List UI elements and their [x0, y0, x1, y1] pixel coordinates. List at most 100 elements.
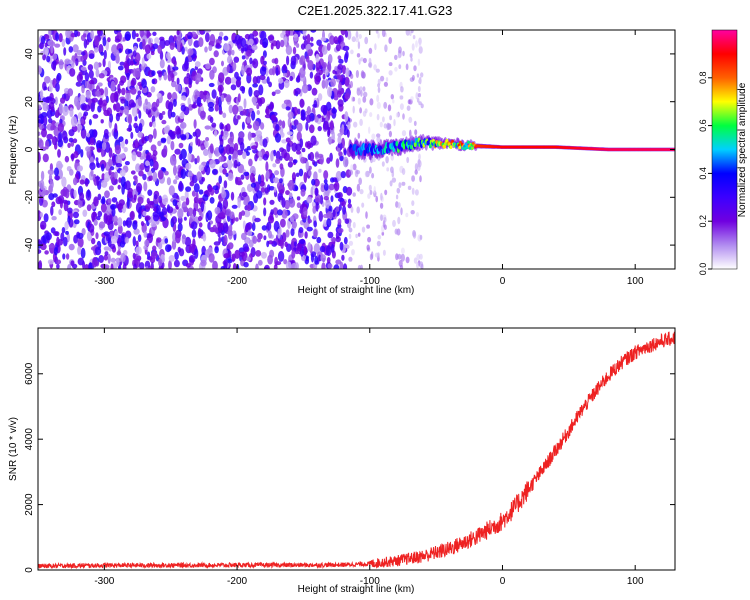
noise-cell: [417, 159, 422, 168]
noise-cell: [50, 41, 56, 46]
noise-cell: [298, 168, 304, 177]
noise-cell: [223, 162, 228, 168]
noise-cell: [204, 46, 208, 53]
noise-cell: [194, 94, 198, 100]
noise-cell: [90, 102, 95, 113]
noise-cell: [236, 180, 243, 186]
noise-cell: [123, 146, 128, 153]
noise-cell: [376, 113, 380, 121]
spectrogram-y-label: Frequency (Hz): [8, 116, 19, 185]
noise-cell: [299, 55, 306, 65]
noise-cell: [340, 171, 346, 179]
noise-cell: [45, 140, 50, 150]
noise-cell: [161, 111, 166, 115]
noise-cell: [43, 213, 49, 223]
noise-cell: [296, 43, 300, 48]
noise-cell: [387, 104, 392, 112]
noise-cell: [380, 192, 383, 201]
noise-cell: [355, 30, 359, 39]
noise-cell: [275, 40, 281, 50]
noise-cell: [319, 194, 324, 205]
noise-cell: [416, 73, 420, 78]
noise-cell: [382, 116, 385, 123]
noise-cell: [280, 132, 285, 138]
noise-cell: [80, 247, 86, 259]
noise-cell: [323, 182, 329, 191]
noise-cell: [243, 98, 247, 109]
noise-cell: [252, 120, 260, 131]
noise-cell: [234, 249, 240, 259]
noise-cell: [111, 197, 118, 203]
noise-cell: [70, 116, 78, 127]
noise-cell: [65, 230, 69, 235]
x-tick-label: 100: [627, 576, 644, 587]
noise-cell: [166, 52, 171, 60]
noise-cell: [208, 106, 214, 112]
noise-cell: [38, 139, 44, 149]
noise-cell: [165, 244, 172, 253]
noise-cell: [136, 37, 141, 42]
colorbar-gradient: [711, 29, 738, 270]
noise-cell: [222, 198, 229, 210]
noise-cell: [270, 209, 274, 216]
noise-cell: [223, 234, 228, 246]
noise-cell: [417, 93, 421, 98]
noise-cell: [197, 227, 202, 239]
noise-cell: [308, 170, 312, 177]
noise-cell: [64, 155, 70, 163]
noise-cell: [40, 89, 44, 99]
noise-cell: [69, 107, 74, 118]
noise-cell: [296, 242, 303, 252]
noise-cell: [58, 131, 63, 143]
noise-cell: [224, 76, 232, 85]
noise-cell: [87, 64, 94, 71]
noise-cell: [306, 196, 313, 204]
noise-cell: [317, 93, 323, 101]
noise-cell: [81, 51, 86, 56]
noise-cell: [111, 152, 116, 164]
noise-cell: [369, 166, 372, 174]
noise-cell: [121, 233, 125, 245]
noise-cell: [58, 209, 62, 216]
noise-cell: [272, 163, 277, 168]
noise-cell: [258, 156, 263, 161]
noise-cell: [351, 249, 355, 256]
noise-cell: [67, 264, 72, 269]
noise-cell: [250, 182, 257, 188]
noise-cell: [414, 163, 418, 171]
noise-cell: [397, 52, 401, 59]
noise-cell: [124, 31, 131, 41]
noise-cell: [332, 209, 336, 218]
noise-cell: [80, 34, 86, 42]
noise-cell: [284, 199, 291, 210]
noise-cell: [277, 120, 283, 126]
noise-cell: [273, 149, 277, 157]
noise-cell: [345, 67, 350, 78]
noise-cell: [373, 64, 377, 71]
noise-cell: [110, 235, 118, 244]
noise-cell: [157, 169, 164, 180]
noise-cell: [255, 130, 262, 138]
noise-cell: [192, 207, 197, 218]
noise-cell: [313, 171, 318, 182]
noise-cell: [264, 114, 272, 119]
noise-cell: [134, 67, 141, 78]
noise-cell: [49, 180, 54, 189]
noise-cell: [170, 72, 175, 83]
noise-cell: [267, 35, 275, 41]
noise-cell: [352, 163, 357, 171]
noise-cell: [237, 115, 241, 120]
noise-cell: [48, 174, 53, 182]
noise-cell: [152, 245, 157, 252]
noise-cell: [173, 179, 178, 185]
noise-cell: [252, 76, 258, 85]
noise-cell: [178, 142, 184, 149]
noise-cell: [88, 69, 94, 79]
noise-cell: [268, 230, 272, 239]
noise-cell: [110, 203, 117, 210]
noise-cell: [358, 58, 361, 65]
noise-cell: [152, 31, 157, 36]
noise-cell: [137, 196, 144, 205]
noise-cell: [80, 149, 84, 158]
noise-cell: [229, 132, 235, 143]
